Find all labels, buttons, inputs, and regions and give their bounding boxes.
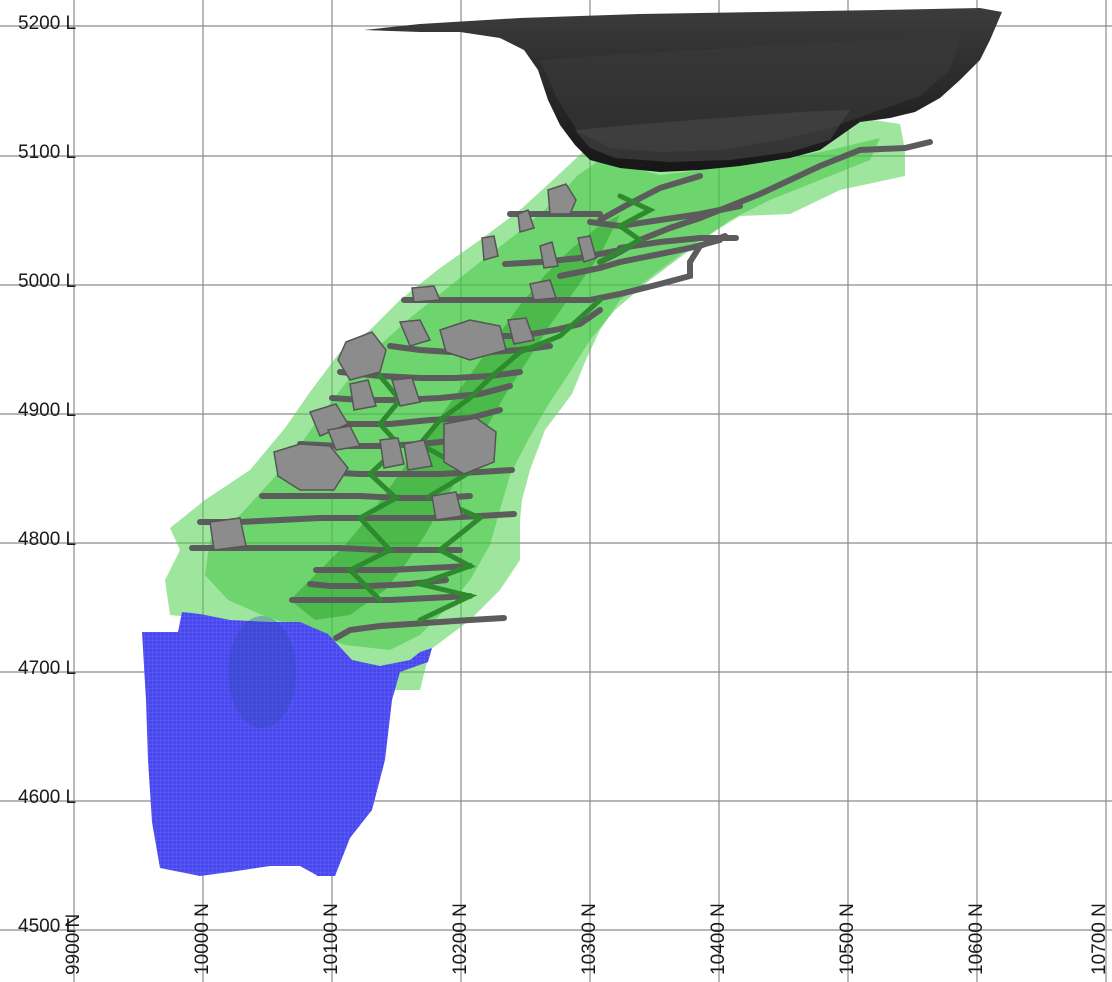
ore-envelope-inner [205, 138, 880, 650]
ramp [411, 441, 485, 623]
stope [507, 317, 536, 345]
drift [587, 203, 743, 230]
connecting-ramps [345, 193, 656, 623]
stope [547, 183, 577, 215]
elevation-label-5000: 5000 L [18, 271, 77, 292]
drift [333, 615, 507, 641]
stope [517, 209, 535, 233]
stope [349, 379, 377, 411]
drift [597, 173, 703, 223]
stope [539, 241, 559, 269]
stope [403, 439, 433, 471]
stope [431, 491, 463, 521]
pit-bench-upper [540, 38, 960, 152]
stope [273, 443, 349, 491]
stope [411, 285, 442, 303]
stope [209, 517, 247, 551]
drift [557, 237, 723, 279]
elevation-label-4500: 4500 L [18, 916, 77, 937]
stopes [209, 183, 597, 551]
northing-label-10000: 10000 N [192, 903, 213, 975]
ramp [597, 193, 656, 265]
northing-label-10500: 10500 N [837, 903, 858, 975]
elevation-label-4900: 4900 L [18, 400, 77, 421]
blue-block [142, 612, 432, 876]
northing-label-10100: 10100 N [321, 903, 342, 975]
blue-block-fill [142, 612, 432, 876]
stope [398, 319, 432, 347]
open-pit [364, 8, 1002, 172]
blue-block-overlap [228, 616, 296, 728]
northing-label-10600: 10600 N [966, 903, 987, 975]
northing-label-9900: 9900 N [63, 913, 84, 975]
stope [481, 235, 499, 261]
drift [401, 233, 728, 303]
elevation-label-4800: 4800 L [18, 529, 77, 550]
pit-bench-lower [575, 110, 850, 162]
northing-label-10700: 10700 N [1089, 903, 1110, 975]
elevation-label-4600: 4600 L [18, 787, 77, 808]
elevation-label-5200: 5200 L [18, 13, 77, 34]
stope [391, 377, 421, 407]
ore-envelope [165, 118, 905, 690]
drift [487, 307, 603, 339]
stope [337, 331, 387, 381]
stope [443, 417, 497, 475]
drift [502, 247, 623, 267]
underground-workings [189, 139, 933, 641]
drift [313, 563, 473, 573]
ramp [417, 297, 603, 447]
stope [577, 235, 597, 263]
stope [529, 279, 558, 301]
elevation-label-5100: 5100 L [18, 142, 77, 163]
drift [289, 593, 473, 603]
northing-label-10400: 10400 N [708, 903, 729, 975]
stope [379, 437, 405, 469]
northing-label-10300: 10300 N [579, 903, 600, 975]
elevation-label-4700: 4700 L [18, 658, 77, 679]
northing-label-10200: 10200 N [450, 903, 471, 975]
ramp [345, 373, 404, 603]
stope [439, 319, 507, 361]
stope [326, 425, 362, 451]
